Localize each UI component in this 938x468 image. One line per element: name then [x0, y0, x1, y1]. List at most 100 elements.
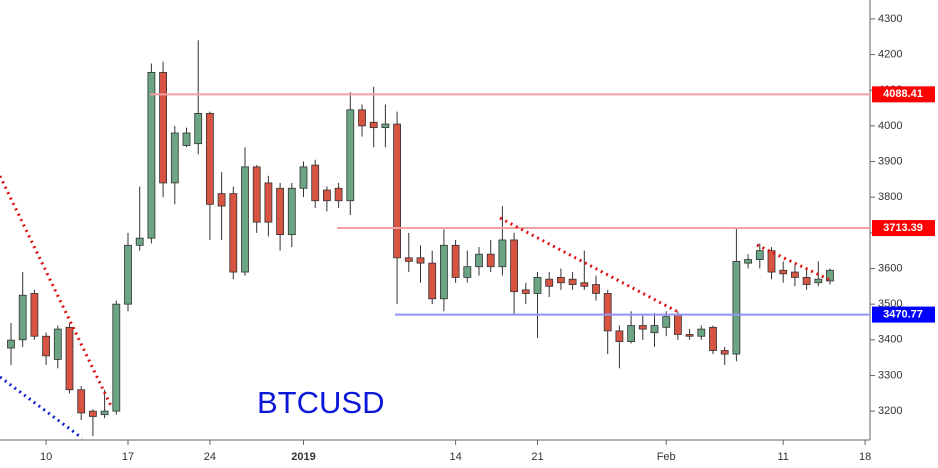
- candle-body: [709, 326, 717, 351]
- candle-body: [264, 182, 273, 223]
- candle-body: [322, 189, 331, 202]
- candle-body: [638, 325, 647, 330]
- candle-body: [592, 284, 600, 294]
- candle-body: [650, 325, 659, 334]
- candle-body: [568, 278, 577, 285]
- level-label: 4088.41: [883, 88, 923, 100]
- candle-body: [463, 266, 472, 278]
- candle-body: [510, 239, 519, 293]
- x-tick-label: 2019: [291, 451, 315, 463]
- candle-body: [42, 335, 50, 357]
- candle-body: [814, 278, 823, 284]
- y-tick-label: 3300: [878, 369, 902, 381]
- y-tick-label: 4300: [878, 13, 902, 25]
- x-tick-label: 14: [449, 451, 461, 463]
- candle-body: [475, 253, 483, 268]
- x-tick-label: Feb: [657, 451, 676, 463]
- candle-body: [369, 121, 378, 129]
- x-tick-label: 10: [40, 451, 52, 463]
- candle-body: [241, 166, 249, 273]
- candle-body: [112, 303, 121, 412]
- candle-body: [603, 293, 612, 332]
- candle-body: [182, 132, 191, 146]
- candle-body: [229, 193, 238, 273]
- candle-body: [217, 193, 226, 207]
- candle-body: [194, 112, 203, 145]
- candle-body: [346, 109, 355, 202]
- candle-body: [170, 132, 179, 184]
- candle-body: [311, 164, 320, 202]
- x-tick-label: 24: [204, 451, 216, 463]
- candle-body: [732, 260, 741, 355]
- trend-line: [0, 175, 114, 409]
- x-tick-label: 18: [859, 451, 871, 463]
- candle-body: [7, 339, 15, 349]
- candle-body: [416, 257, 425, 264]
- level-label-box: [872, 306, 935, 323]
- candle-body: [580, 282, 589, 287]
- candle-body: [205, 112, 214, 205]
- candle-body: [615, 330, 624, 342]
- candle-body: [18, 294, 27, 341]
- trend-line: [499, 216, 681, 315]
- y-tick-label: 4000: [878, 120, 902, 132]
- candle-body: [545, 278, 554, 287]
- candle-body: [451, 244, 460, 278]
- candle-body: [674, 314, 682, 335]
- candle-body: [439, 244, 448, 300]
- candle-body: [744, 259, 752, 264]
- candle-body: [100, 410, 109, 416]
- candle-body: [779, 269, 788, 275]
- level-label: 3470.77: [883, 308, 923, 320]
- candle-body: [393, 123, 402, 259]
- candle-body: [276, 187, 285, 236]
- candle-body: [498, 239, 507, 268]
- y-tick-label: 3400: [878, 334, 902, 346]
- candle-body: [557, 277, 565, 284]
- candle-body: [521, 289, 530, 294]
- plot: [7, 40, 870, 437]
- candle-body: [533, 277, 542, 294]
- y-tick-label: 3800: [878, 191, 902, 203]
- candle-body: [627, 325, 635, 342]
- candle-body: [124, 244, 132, 305]
- candle-body: [159, 71, 168, 184]
- candle-body: [720, 350, 729, 355]
- candle-body: [802, 277, 811, 285]
- candle-body: [147, 71, 156, 239]
- trend-line: [756, 243, 833, 283]
- candle-body: [287, 187, 296, 236]
- level-label-box: [872, 86, 935, 103]
- candle-body: [697, 328, 706, 337]
- level-label: 3713.39: [883, 222, 923, 234]
- candle-body: [77, 389, 86, 414]
- candle-body: [428, 262, 437, 300]
- candle-body: [767, 250, 776, 273]
- candle-body: [662, 316, 671, 328]
- candle-body: [685, 334, 694, 337]
- candle-body: [486, 253, 495, 268]
- annotation: BTCUSD: [257, 385, 384, 420]
- candle-body: [135, 237, 144, 246]
- candle-body: [53, 328, 62, 360]
- candle-body: [65, 326, 74, 391]
- candle-body: [791, 271, 799, 278]
- candle-body: [358, 109, 366, 127]
- candle-body: [755, 250, 764, 260]
- x-tick-label: 17: [122, 451, 134, 463]
- y-tick-label: 3900: [878, 155, 902, 167]
- level-label-box: [872, 220, 935, 237]
- x-tick-label: 21: [531, 451, 543, 463]
- candle-body: [89, 410, 97, 417]
- trend-line: [0, 375, 83, 440]
- y-tick-label: 4200: [878, 48, 902, 60]
- x-tick-label: 11: [777, 451, 788, 463]
- candle-body: [30, 293, 39, 337]
- candle-body: [299, 166, 308, 189]
- y-tick-label: 3200: [878, 405, 902, 417]
- candle-body: [381, 123, 390, 129]
- candle-body: [826, 269, 834, 282]
- candle-body: [404, 257, 413, 262]
